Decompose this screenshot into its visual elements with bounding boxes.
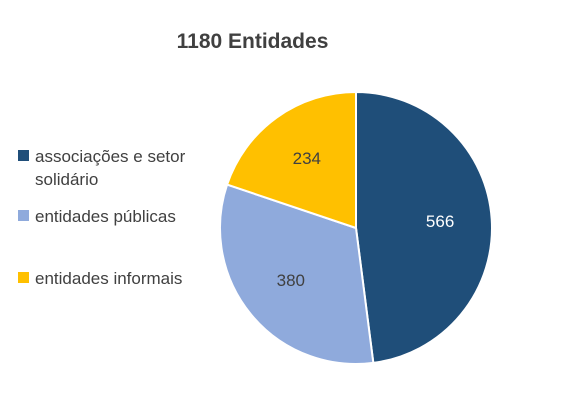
pie-slice-informais (225, 90, 357, 230)
data-label-informais: 234 (293, 149, 321, 168)
legend-swatch-publicas (18, 210, 29, 221)
legend-label-associacoes: associações e setor solidário (35, 147, 186, 189)
pie-slice-associacoes (355, 90, 493, 365)
data-label-publicas: 380 (277, 271, 305, 290)
legend-swatch-informais (18, 272, 29, 283)
data-label-associacoes: 566 (426, 212, 454, 231)
legend-item-publicas: entidades públicas (18, 205, 205, 228)
legend-swatch-associacoes (18, 150, 29, 161)
legend-label-publicas: entidades públicas (35, 207, 176, 226)
pie-slice-publicas (219, 183, 375, 365)
legend-item-associacoes: associações e setor solidário (18, 145, 205, 191)
legend-item-informais: entidades informais (18, 267, 205, 290)
chart-title: 1180 Entidades (176, 30, 329, 53)
legend-label-informais: entidades informais (35, 269, 183, 288)
